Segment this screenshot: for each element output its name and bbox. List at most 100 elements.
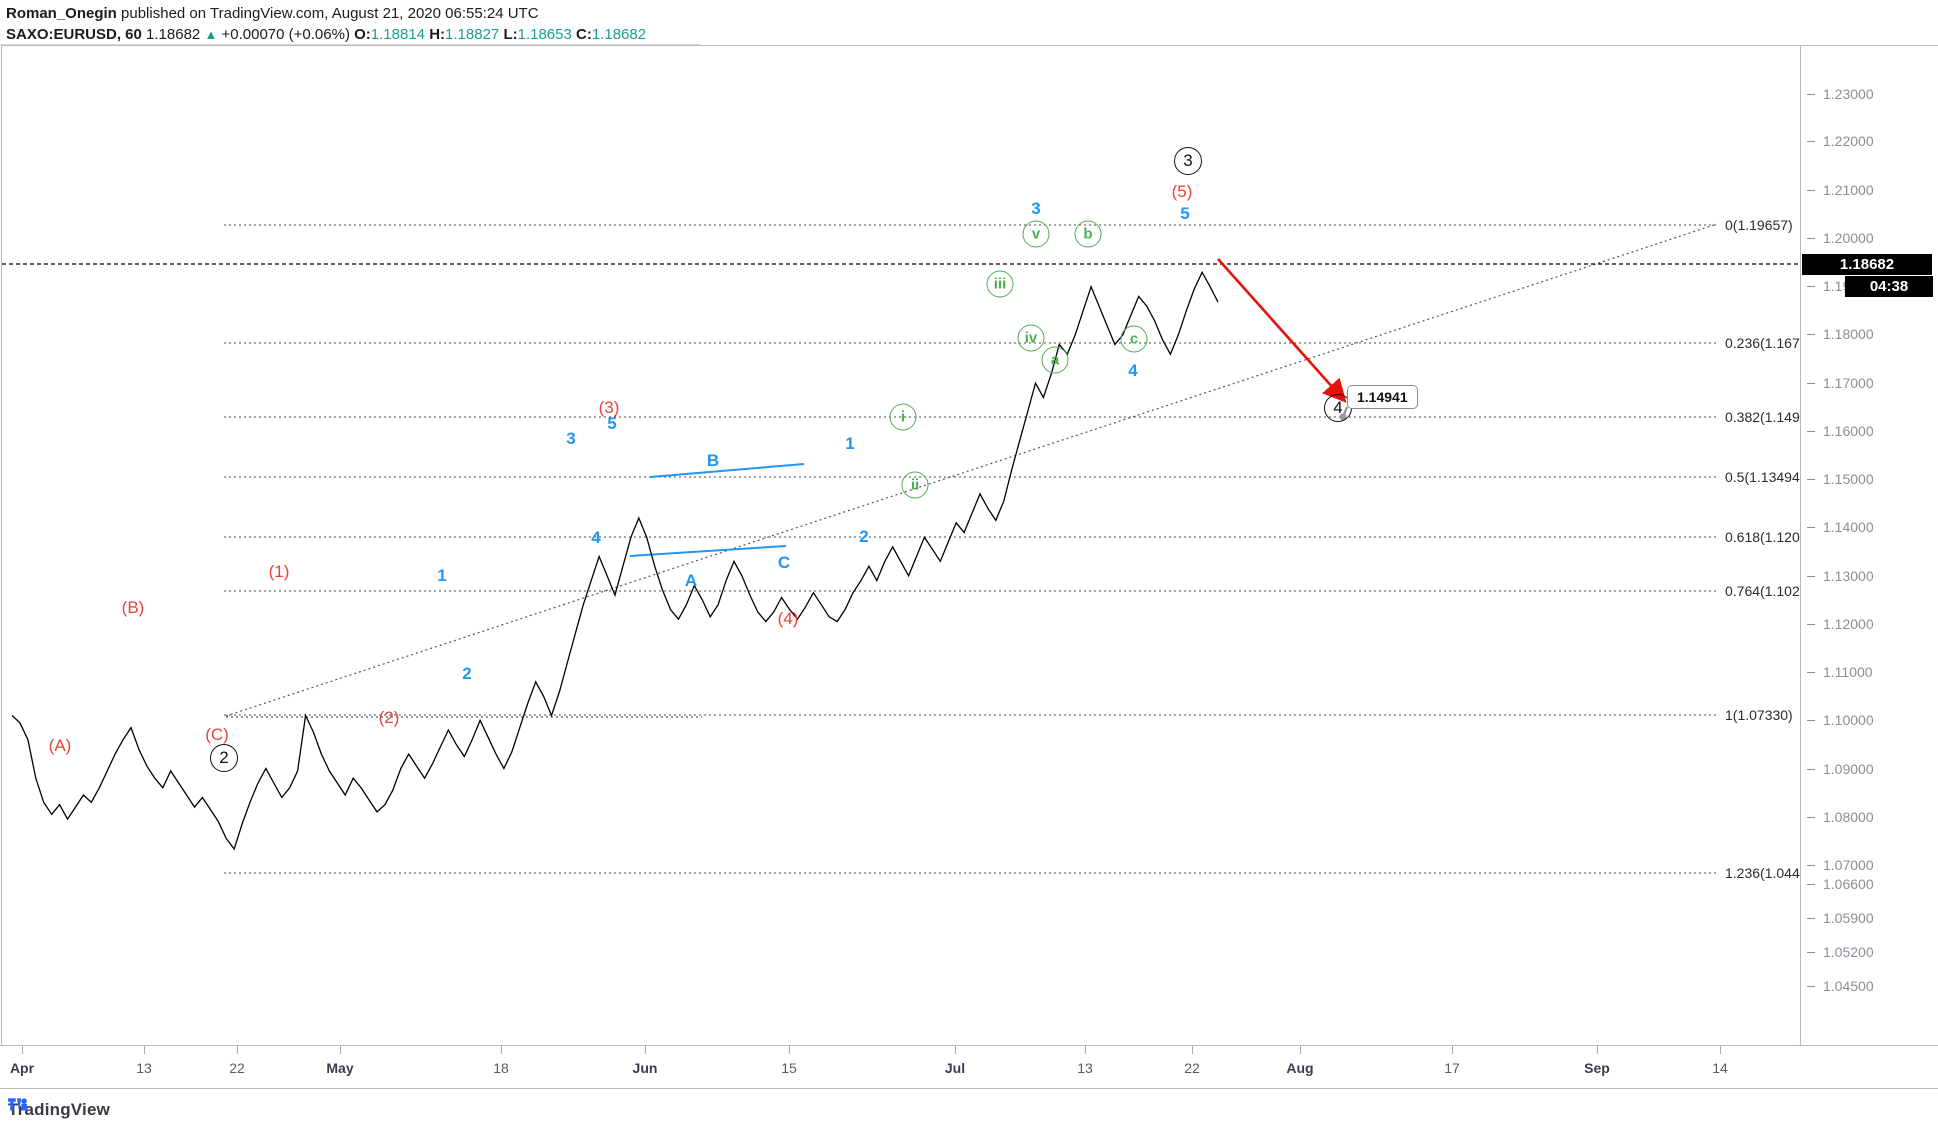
time-tick-mark — [144, 1046, 145, 1054]
price-tick-label: 1.07000 — [1823, 857, 1874, 873]
wave-label-c[interactable]: C — [777, 553, 791, 572]
price-tick-label: 1.13000 — [1823, 568, 1874, 584]
wave-label-1[interactable]: (1) — [268, 562, 290, 581]
bar-countdown-tag: 04:38 — [1845, 276, 1933, 297]
price-plot-area[interactable]: 0(1.19657) 0.236(1.16748) 0.382(1.14948) 0.… — [1, 45, 1820, 1047]
wave-label-b[interactable]: b — [1074, 220, 1102, 248]
symbol-label[interactable]: SAXO:EURUSD, 60 — [6, 26, 142, 43]
wave-label-a[interactable]: a — [1041, 346, 1069, 374]
wave-label-a[interactable]: (A) — [48, 736, 72, 755]
fibonacci-level-label: 0(1.19657) — [1725, 217, 1793, 233]
low-label: L: — [503, 26, 518, 43]
price-tick-label: 1.21000 — [1823, 182, 1874, 198]
time-tick-mark — [789, 1046, 790, 1054]
time-tick-label: Jul — [944, 1060, 966, 1076]
trendline[interactable] — [225, 223, 1718, 717]
time-tick-mark — [645, 1046, 646, 1054]
wave-label-4[interactable]: 4 — [1128, 361, 1138, 380]
time-tick-mark — [1192, 1046, 1193, 1054]
high-label: H: — [429, 26, 446, 43]
wave-label-ii[interactable]: ii — [901, 471, 929, 499]
header-divider — [0, 44, 700, 45]
forecast-arrow-line[interactable] — [1217, 258, 1347, 403]
price-tick-label: 1.10000 — [1823, 712, 1874, 728]
price-tick-mark — [1807, 884, 1815, 885]
price-tick-mark — [1807, 94, 1815, 95]
countdown-value: 04:38 — [1869, 278, 1909, 295]
price-tick-label: 1.18000 — [1823, 326, 1874, 342]
wave-label-2[interactable]: (2) — [378, 708, 400, 727]
tradingview-logo-icon — [8, 1098, 27, 1111]
blue-channel-lines — [629, 463, 805, 557]
change-percent: (+0.06%) — [288, 26, 350, 43]
high-value: 1.18827 — [445, 26, 500, 43]
wave-label-1[interactable]: 1 — [845, 434, 855, 453]
fibonacci-level-label: 1.236(1.04421) — [1725, 865, 1820, 881]
wave-label-4[interactable]: 4 — [591, 528, 601, 547]
chart-header: Roman_Onegin published on TradingView.co… — [0, 0, 1938, 45]
wave-label-b[interactable]: (B) — [121, 598, 145, 617]
wave-label-3[interactable]: (3) — [598, 398, 620, 417]
price-axis[interactable]: 1.230001.220001.210001.200001.190001.180… — [1800, 45, 1938, 1047]
time-tick-label: 13 — [136, 1060, 152, 1076]
last-price: 1.18682 — [146, 26, 201, 43]
wave-label-i[interactable]: i — [889, 403, 917, 431]
wave-label-2[interactable]: 2 — [210, 744, 238, 772]
wave-label-iv[interactable]: iv — [1017, 324, 1045, 352]
time-tick-label: 22 — [229, 1060, 245, 1076]
time-tick-label: Jun — [632, 1060, 658, 1076]
wave-label-c[interactable]: (C) — [205, 725, 229, 744]
chart-container[interactable]: 0(1.19657) 0.236(1.16748) 0.382(1.14948) 0.… — [0, 45, 1938, 1047]
close-label: C: — [576, 26, 592, 43]
price-tick-mark — [1807, 141, 1815, 142]
up-triangle-icon: ▲ — [204, 27, 218, 42]
wave-label-3[interactable]: 3 — [1174, 147, 1202, 175]
fibonacci-level-label: 0.236(1.16748) — [1725, 335, 1820, 351]
price-tick-mark — [1807, 817, 1815, 818]
price-series-line — [11, 270, 1219, 851]
wave-label-5[interactable]: 5 — [1180, 204, 1190, 223]
wave-label-5[interactable]: (5) — [1171, 182, 1193, 201]
price-tick-label: 1.12000 — [1823, 616, 1874, 632]
wave-label-3[interactable]: 3 — [1031, 199, 1041, 218]
wave-label-iii[interactable]: iii — [986, 270, 1014, 298]
wave-label-v[interactable]: v — [1022, 220, 1050, 248]
wave-label-a[interactable]: A — [684, 571, 698, 590]
price-tick-label: 1.23000 — [1823, 86, 1874, 102]
callout-value: 1.14941 — [1357, 389, 1408, 405]
wave-label-2[interactable]: 2 — [462, 664, 472, 683]
wave-label-4[interactable]: (4) — [777, 609, 799, 628]
price-tick-label: 1.17000 — [1823, 375, 1874, 391]
footer-brand[interactable]: TradingView — [8, 1095, 110, 1125]
wave-label-5[interactable]: 5 — [607, 414, 617, 433]
price-tick-mark — [1807, 238, 1815, 239]
wave-label-2[interactable]: 2 — [859, 527, 869, 546]
chart-vector-layer — [2, 223, 1800, 874]
blue-trendline[interactable] — [649, 463, 805, 478]
tradingview-wordmark: TradingView — [8, 1100, 111, 1119]
price-tick-mark — [1807, 918, 1815, 919]
publisher-line: Roman_Onegin published on TradingView.co… — [6, 5, 539, 22]
blue-trendline[interactable] — [629, 545, 787, 557]
trend-lines — [225, 223, 1718, 718]
time-tick-mark — [1085, 1046, 1086, 1054]
time-tick-mark — [1300, 1046, 1301, 1054]
price-tick-mark — [1807, 672, 1815, 673]
price-tick-label: 1.20000 — [1823, 230, 1874, 246]
time-tick-label: Apr — [9, 1060, 35, 1076]
fibonacci-level-label: 0.382(1.14948) — [1725, 409, 1820, 425]
price-tick-label: 1.14000 — [1823, 519, 1874, 535]
price-tick-label: 1.08000 — [1823, 809, 1874, 825]
wave-label-3[interactable]: 3 — [566, 429, 576, 448]
price-tick-mark — [1807, 865, 1815, 866]
open-value: 1.18814 — [370, 26, 426, 43]
wave-label-b[interactable]: B — [706, 451, 720, 470]
published-text: published on TradingView.com, August 21,… — [121, 5, 539, 22]
time-axis[interactable]: Apr 13 22 May 18 Jun 15 Jul 13 22 Aug 17 Sep 14 — [0, 1045, 1938, 1089]
forecast-target-callout[interactable]: 1.14941 — [1347, 385, 1418, 409]
wave-label-1[interactable]: 1 — [437, 566, 447, 585]
price-tick-mark — [1807, 383, 1815, 384]
wave-label-c[interactable]: c — [1120, 325, 1148, 353]
time-tick-mark — [1720, 1046, 1721, 1054]
price-tick-label: 1.15000 — [1823, 471, 1874, 487]
